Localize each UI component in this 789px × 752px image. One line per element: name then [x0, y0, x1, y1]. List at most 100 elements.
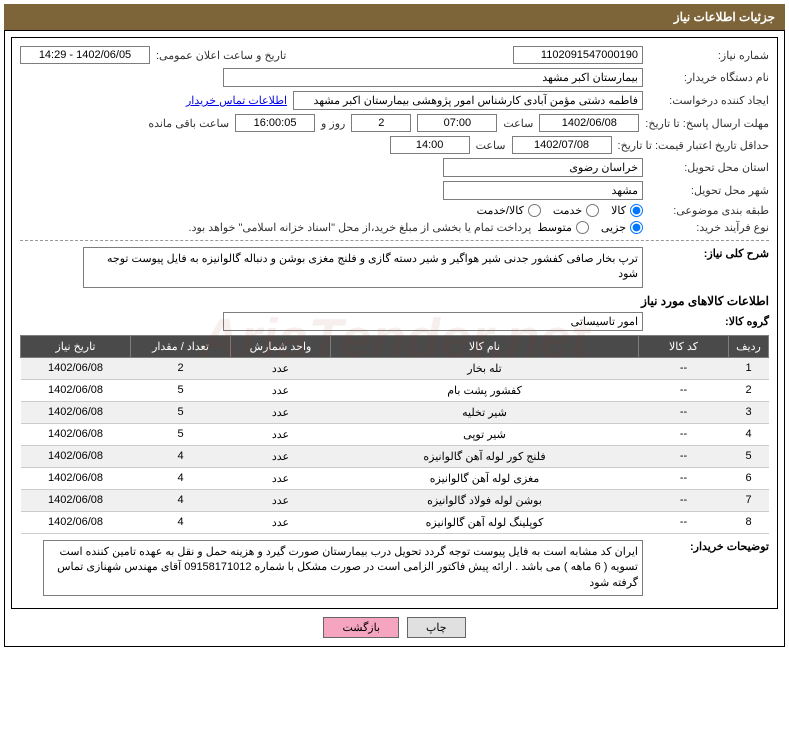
table-cell: --	[639, 423, 729, 445]
table-cell: 4	[729, 423, 769, 445]
radio-medium-input[interactable]	[576, 221, 589, 234]
table-cell: عدد	[231, 401, 331, 423]
table-cell: 4	[131, 467, 231, 489]
province-value: خراسان رضوی	[443, 158, 643, 177]
table-cell: 1	[729, 357, 769, 379]
radio-goods-input[interactable]	[630, 204, 643, 217]
table-cell: 4	[131, 489, 231, 511]
desc-label: شرح کلی نیاز:	[649, 247, 769, 260]
need-no-value: 1102091547000190	[513, 46, 643, 64]
requester-label: ایجاد کننده درخواست:	[649, 94, 769, 107]
buyer-notes-text: ایران کد مشابه است به فایل پیوست توجه گر…	[43, 540, 643, 596]
table-cell: 4	[131, 445, 231, 467]
city-value: مشهد	[443, 181, 643, 200]
th-unit: واحد شمارش	[231, 335, 331, 357]
price-time: 14:00	[390, 136, 470, 154]
table-row: 5--فلنج کور لوله آهن گالوانیزهعدد41402/0…	[21, 445, 769, 467]
reply-time: 07:00	[417, 114, 497, 132]
announce-value: 1402/06/05 - 14:29	[20, 46, 150, 64]
remaining-label: ساعت باقی مانده	[148, 117, 229, 130]
radio-minor-label: جزیی	[601, 221, 626, 234]
radio-medium[interactable]: متوسط	[537, 221, 589, 234]
process-radio-group: جزیی متوسط	[537, 221, 643, 234]
table-cell: --	[639, 379, 729, 401]
table-row: 2--کفشور پشت بامعدد51402/06/08	[21, 379, 769, 401]
radio-goods[interactable]: کالا	[611, 204, 643, 217]
radio-service-input[interactable]	[586, 204, 599, 217]
announce-label: تاریخ و ساعت اعلان عمومی:	[156, 49, 286, 62]
th-date: تاریخ نیاز	[21, 335, 131, 357]
price-valid-label: حداقل تاریخ اعتبار قیمت: تا تاریخ:	[618, 139, 769, 152]
buyer-contact-link[interactable]: اطلاعات تماس خریدار	[186, 94, 287, 107]
radio-both[interactable]: کالا/خدمت	[477, 204, 541, 217]
table-cell: کوپلینگ لوله آهن گالوانیزه	[331, 511, 639, 533]
button-bar: چاپ بازگشت	[11, 609, 778, 640]
items-table: ردیف کد کالا نام کالا واحد شمارش تعداد /…	[20, 335, 769, 534]
table-cell: عدد	[231, 423, 331, 445]
table-row: 8--کوپلینگ لوله آهن گالوانیزهعدد41402/06…	[21, 511, 769, 533]
table-cell: عدد	[231, 357, 331, 379]
table-cell: 7	[729, 489, 769, 511]
radio-service[interactable]: خدمت	[553, 204, 599, 217]
back-button[interactable]: بازگشت	[323, 617, 399, 638]
table-row: 3--شیر تخلیهعدد51402/06/08	[21, 401, 769, 423]
group-value: امور تاسیساتی	[223, 312, 643, 331]
buyer-org-value: بیمارستان اکبر مشهد	[223, 68, 643, 87]
table-cell: --	[639, 467, 729, 489]
reply-date: 1402/06/08	[539, 114, 639, 132]
remaining-time: 16:00:05	[235, 114, 315, 132]
radio-minor-input[interactable]	[630, 221, 643, 234]
print-button[interactable]: چاپ	[407, 617, 466, 638]
table-cell: شیر توپی	[331, 423, 639, 445]
table-cell: 1402/06/08	[21, 445, 131, 467]
table-cell: 1402/06/08	[21, 379, 131, 401]
process-label: نوع فرآیند خرید:	[649, 221, 769, 234]
table-cell: 8	[729, 511, 769, 533]
radio-minor[interactable]: جزیی	[601, 221, 643, 234]
table-cell: کفشور پشت بام	[331, 379, 639, 401]
table-row: 7--بوشن لوله فولاد گالوانیزهعدد41402/06/…	[21, 489, 769, 511]
table-cell: 4	[131, 511, 231, 533]
page-header: جزئیات اطلاعات نیاز	[4, 4, 785, 30]
radio-goods-label: کالا	[611, 204, 626, 217]
table-cell: شیر تخلیه	[331, 401, 639, 423]
table-cell: --	[639, 401, 729, 423]
time-label-2: ساعت	[476, 139, 506, 152]
table-cell: عدد	[231, 489, 331, 511]
need-no-label: شماره نیاز:	[649, 49, 769, 62]
items-section-title: اطلاعات کالاهای مورد نیاز	[20, 294, 769, 308]
outer-frame: AriaTender.net شماره نیاز: 1102091547000…	[4, 30, 785, 647]
items-table-head: ردیف کد کالا نام کالا واحد شمارش تعداد /…	[21, 335, 769, 357]
buyer-notes-label: توضیحات خریدار:	[649, 540, 769, 553]
table-cell: 1402/06/08	[21, 401, 131, 423]
table-cell: 1402/06/08	[21, 489, 131, 511]
form-panel: شماره نیاز: 1102091547000190 تاریخ و ساع…	[11, 37, 778, 609]
radio-medium-label: متوسط	[537, 221, 572, 234]
radio-both-label: کالا/خدمت	[477, 204, 524, 217]
table-cell: مغزی لوله آهن گالوانیزه	[331, 467, 639, 489]
page-title: جزئیات اطلاعات نیاز	[674, 10, 775, 24]
table-cell: 1402/06/08	[21, 357, 131, 379]
table-cell: 1402/06/08	[21, 511, 131, 533]
category-radio-group: کالا خدمت کالا/خدمت	[477, 204, 643, 217]
requester-value: فاطمه دشتی مؤمن آبادی کارشناس امور پژوهش…	[293, 91, 643, 110]
province-label: استان محل تحویل:	[649, 161, 769, 174]
radio-service-label: خدمت	[553, 204, 582, 217]
table-cell: --	[639, 357, 729, 379]
items-table-body: 1--تله بخارعدد21402/06/082--کفشور پشت با…	[21, 357, 769, 533]
th-idx: ردیف	[729, 335, 769, 357]
radio-both-input[interactable]	[528, 204, 541, 217]
table-cell: 1402/06/08	[21, 467, 131, 489]
price-date: 1402/07/08	[512, 136, 612, 154]
table-cell: 5	[131, 423, 231, 445]
category-label: طبقه بندی موضوعی:	[649, 204, 769, 217]
th-qty: تعداد / مقدار	[131, 335, 231, 357]
table-cell: عدد	[231, 467, 331, 489]
reply-deadline-label: مهلت ارسال پاسخ: تا تاریخ:	[645, 117, 769, 130]
th-code: کد کالا	[639, 335, 729, 357]
table-cell: 3	[729, 401, 769, 423]
table-cell: 6	[729, 467, 769, 489]
table-cell: 2	[729, 379, 769, 401]
days-label: روز و	[321, 117, 345, 130]
table-cell: 5	[131, 379, 231, 401]
